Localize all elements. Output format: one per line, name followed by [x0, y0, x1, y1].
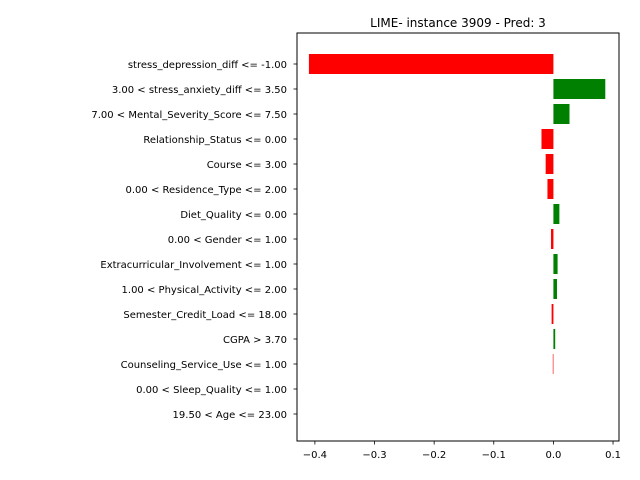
bar: [551, 304, 554, 324]
x-tick-label: −0.1: [482, 450, 506, 461]
y-tick-label: 0.00 < Sleep_Quality <= 1.00: [136, 385, 287, 396]
x-tick-label: −0.3: [362, 450, 386, 461]
y-tick-label: 7.00 < Mental_Severity_Score <= 7.50: [91, 110, 287, 121]
y-tick-label: 19.50 < Age <= 23.00: [173, 410, 287, 421]
y-tick-label: CGPA > 3.70: [223, 335, 287, 346]
y-tick-label: 1.00 < Physical_Activity <= 2.00: [122, 285, 287, 296]
bar: [547, 179, 554, 199]
y-tick-labels: stress_depression_diff <= -1.00 3.00 < st…: [91, 60, 297, 421]
bars-group: [308, 54, 606, 374]
y-tick-label: 0.00 < Residence_Type <= 2.00: [126, 185, 287, 196]
bar: [553, 329, 556, 349]
y-tick-label: Counseling_Service_Use <= 1.00: [121, 360, 287, 371]
bar: [545, 154, 554, 174]
x-axis: −0.4 −0.3 −0.2 −0.1 0.0 0.1: [303, 441, 621, 461]
x-tick-label: −0.2: [422, 450, 446, 461]
y-tick-label: Extracurricular_Involvement <= 1.00: [100, 260, 287, 271]
bar: [553, 79, 606, 99]
bar: [308, 54, 554, 74]
y-tick-label: Course <= 3.00: [207, 160, 287, 171]
y-tick-label: stress_depression_diff <= -1.00: [128, 60, 287, 71]
y-tick-label: Relationship_Status <= 0.00: [143, 135, 287, 146]
bar: [551, 229, 554, 249]
y-tick-label: Diet_Quality <= 0.00: [180, 210, 287, 221]
y-tick-label: 0.00 < Gender <= 1.00: [168, 235, 287, 246]
x-tick-label: −0.4: [303, 450, 327, 461]
x-tick-label: 0.1: [605, 450, 621, 461]
bar: [553, 279, 557, 299]
y-tick-label: Semester_Credit_Load <= 18.00: [123, 310, 287, 321]
bar: [553, 104, 570, 124]
bar: [553, 254, 558, 274]
y-tick-label: 3.00 < stress_anxiety_diff <= 3.50: [112, 85, 287, 96]
bar: [552, 354, 554, 374]
bar: [541, 129, 554, 149]
bar: [553, 204, 560, 224]
chart-title: LIME- instance 3909 - Pred: 3: [370, 16, 546, 30]
x-tick-label: 0.0: [545, 450, 561, 461]
plot-frame: [296, 32, 620, 442]
